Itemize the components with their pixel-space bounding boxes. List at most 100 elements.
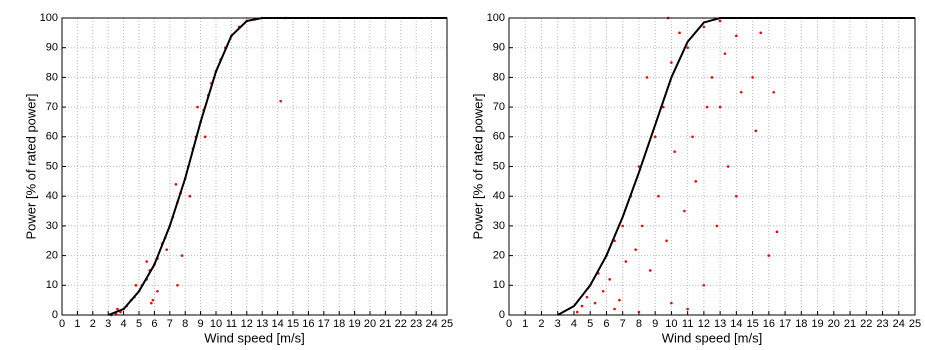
data-point (759, 31, 763, 35)
y-tick-label: 80 (493, 71, 505, 83)
y-tick-label: 40 (46, 190, 58, 202)
data-point (686, 307, 689, 311)
x-tick-label: 24 (425, 318, 437, 330)
x-tick-label: 19 (811, 318, 823, 330)
x-tick-label: 3 (555, 318, 561, 330)
x-tick-label: 7 (620, 318, 626, 330)
data-point (775, 230, 779, 234)
x-tick-label: 24 (893, 318, 905, 330)
x-tick-label: 10 (665, 318, 677, 330)
data-point (772, 90, 776, 94)
data-point (145, 260, 148, 263)
y-tick-label: 70 (493, 101, 505, 113)
data-point (637, 165, 641, 168)
data-point (723, 52, 727, 55)
data-point (203, 135, 207, 139)
y-tick-label: 90 (46, 42, 58, 54)
x-tick-label: 3 (105, 318, 111, 330)
x-tick-label: 11 (682, 318, 693, 330)
y-axis-label: Power [% of rated power] (23, 94, 38, 240)
y-tick-label: 30 (46, 220, 58, 232)
data-point (718, 105, 722, 109)
y-tick-label: 70 (46, 101, 58, 113)
y-axis-label: Power [% of rated power] (470, 94, 485, 240)
data-point (575, 310, 579, 314)
x-tick-label: 15 (746, 318, 758, 330)
y-tick-label: 10 (493, 279, 505, 291)
data-point (718, 19, 722, 23)
x-tick-label: 23 (410, 318, 422, 330)
data-point (670, 61, 673, 64)
x-tick-label: 22 (395, 318, 407, 330)
data-point (134, 284, 138, 287)
x-tick-label: 0 (59, 318, 65, 330)
x-axis-label: Wind speed [m/s] (662, 330, 762, 345)
data-point (196, 105, 199, 109)
data-point (665, 239, 668, 243)
data-point (767, 254, 771, 257)
data-point (618, 298, 621, 302)
x-tick-label: 18 (333, 318, 345, 330)
x-tick-label: 5 (136, 318, 142, 330)
data-point (180, 254, 184, 257)
x-tick-label: 21 (844, 318, 856, 330)
y-tick-label: 100 (487, 12, 505, 24)
data-point (613, 307, 616, 311)
x-tick-label: 11 (226, 318, 237, 330)
x-tick-label: 17 (318, 318, 330, 330)
data-point (637, 310, 641, 314)
data-point (585, 295, 589, 299)
x-tick-label: 1 (522, 318, 528, 330)
y-tick-label: 60 (46, 131, 58, 143)
data-point (116, 307, 119, 311)
x-tick-label: 20 (364, 318, 376, 330)
data-point (754, 129, 758, 133)
x-tick-label: 6 (603, 318, 609, 330)
data-point (645, 76, 649, 79)
y-tick-label: 50 (493, 160, 505, 172)
x-tick-label: 4 (121, 318, 127, 330)
data-point (653, 135, 657, 139)
data-point (151, 298, 155, 302)
axes-frame (61, 17, 448, 316)
x-tick-label: 10 (210, 318, 222, 330)
x-tick-label: 22 (860, 318, 872, 330)
x-tick-label: 2 (538, 318, 544, 330)
data-point (694, 180, 698, 183)
x-tick-label: 18 (795, 318, 807, 330)
x-tick-label: 7 (167, 318, 173, 330)
x-tick-label: 13 (714, 318, 726, 330)
data-point (678, 31, 681, 35)
plot-area (509, 18, 915, 315)
axes-frame (508, 17, 916, 316)
y-tick-label: 20 (46, 250, 58, 262)
data-point (608, 278, 611, 281)
y-tick-label: 90 (493, 42, 505, 54)
data-point (640, 224, 644, 228)
x-tick-label: 1 (74, 318, 80, 330)
data-point (683, 209, 686, 213)
x-tick-label: 19 (348, 318, 360, 330)
data-point (739, 90, 743, 94)
x-tick-label: 23 (876, 318, 888, 330)
x-tick-label: 21 (379, 318, 391, 330)
data-point (705, 105, 709, 109)
x-tick-label: 9 (652, 318, 658, 330)
x-tick-label: 12 (698, 318, 710, 330)
y-tick-label: 50 (46, 160, 58, 172)
data-point (691, 135, 694, 139)
data-point (670, 301, 673, 305)
x-tick-label: 25 (909, 318, 921, 330)
x-tick-label: 14 (730, 318, 742, 330)
data-point (150, 301, 153, 305)
data-point (673, 150, 676, 153)
x-tick-label: 8 (636, 318, 642, 330)
x-tick-label: 13 (256, 318, 268, 330)
x-tick-label: 6 (151, 318, 157, 330)
y-tick-label: 10 (46, 279, 58, 291)
x-tick-label: 15 (287, 318, 299, 330)
data-point (735, 34, 738, 38)
y-tick-label: 100 (40, 12, 58, 24)
data-point (715, 224, 719, 228)
